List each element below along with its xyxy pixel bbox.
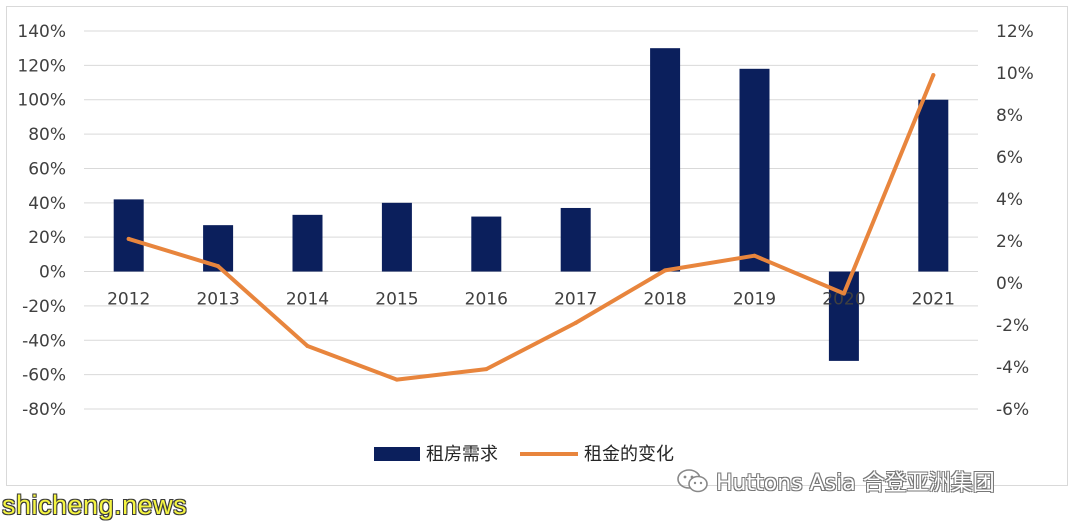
line-point-2016 — [484, 367, 489, 372]
x-tick-label: 2014 — [286, 290, 329, 310]
y-left-tick-label: 80% — [28, 125, 66, 145]
line-series-rent-change — [126, 73, 936, 382]
y-left-tick-label: 60% — [28, 159, 66, 179]
line-point-2014 — [305, 344, 310, 348]
x-tick-label: 2019 — [733, 290, 776, 310]
x-tick-label: 2015 — [375, 290, 418, 310]
y-right-tick-label: -6% — [996, 400, 1029, 420]
y-right-tick-label: 10% — [996, 64, 1034, 84]
y-left-tick-label: 0% — [39, 263, 66, 283]
bar-2017 — [560, 207, 591, 272]
bar-2020 — [828, 271, 859, 361]
y-left-tick-label: 100% — [17, 91, 66, 111]
legend-label-bar: 租房需求 — [426, 444, 498, 465]
x-tick-label: 2013 — [196, 290, 239, 310]
bar-2021 — [918, 99, 949, 272]
x-tick-label: 2020 — [822, 290, 865, 310]
bar-2016 — [471, 216, 502, 272]
y-right-tick-label: 0% — [996, 274, 1023, 294]
line-point-2021 — [931, 73, 936, 78]
line-point-2013 — [216, 264, 221, 269]
y-right-tick-label: 12% — [996, 22, 1034, 42]
site-watermark: shicheng.news — [2, 490, 188, 520]
y-left-tick-label: -20% — [22, 297, 66, 317]
legend-label-line: 租金的变化 — [584, 444, 674, 465]
bar-2012 — [113, 199, 144, 272]
x-tick-label: 2017 — [554, 290, 597, 310]
line-point-2017 — [573, 320, 578, 325]
legend-swatch-bar — [374, 447, 420, 461]
y-right-tick-label: 4% — [996, 190, 1023, 210]
y-right-tick-label: -4% — [996, 358, 1029, 378]
line-point-2020 — [841, 291, 846, 296]
bar-2015 — [381, 202, 412, 272]
y-right-tick-label: 8% — [996, 106, 1023, 126]
line-point-2015 — [394, 377, 399, 382]
line-point-2019 — [752, 253, 757, 258]
chart-frame — [6, 6, 1068, 486]
x-tick-label: 2016 — [465, 290, 508, 310]
y-left-tick-label: 40% — [28, 194, 66, 214]
y-left-tick-label: 20% — [28, 228, 66, 248]
wechat-icon — [677, 469, 708, 493]
y-right-tick-label: 2% — [996, 232, 1023, 252]
y-left-tick-label: -40% — [22, 331, 66, 351]
line-point-2012 — [126, 236, 131, 241]
y-left-tick-label: 120% — [17, 56, 66, 76]
y-left-tick-label: -60% — [22, 366, 66, 386]
bar-2014 — [292, 214, 323, 272]
brand-watermark: Huttons Asia 合登亚洲集团 — [676, 466, 995, 496]
y-right-tick-label: 6% — [996, 148, 1023, 168]
x-tick-label: 2018 — [643, 290, 686, 310]
y-left-tick-label: -80% — [22, 400, 66, 420]
brand-watermark-text: Huttons Asia 合登亚洲集团 — [716, 471, 995, 496]
bar-2019 — [739, 68, 770, 272]
y-left-tick-label: 140% — [17, 22, 66, 42]
bar-2018 — [650, 48, 681, 272]
y-right-tick-label: -2% — [996, 316, 1029, 336]
line-point-2018 — [663, 268, 668, 273]
x-tick-label: 2021 — [912, 290, 955, 310]
x-tick-label: 2012 — [107, 290, 150, 310]
